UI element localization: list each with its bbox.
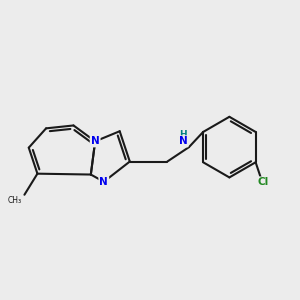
Text: H: H — [179, 130, 187, 139]
Text: CH₃: CH₃ — [8, 196, 22, 205]
Text: N: N — [91, 136, 100, 146]
Text: N: N — [179, 136, 188, 146]
Text: Cl: Cl — [257, 178, 269, 188]
Text: N: N — [99, 177, 108, 187]
